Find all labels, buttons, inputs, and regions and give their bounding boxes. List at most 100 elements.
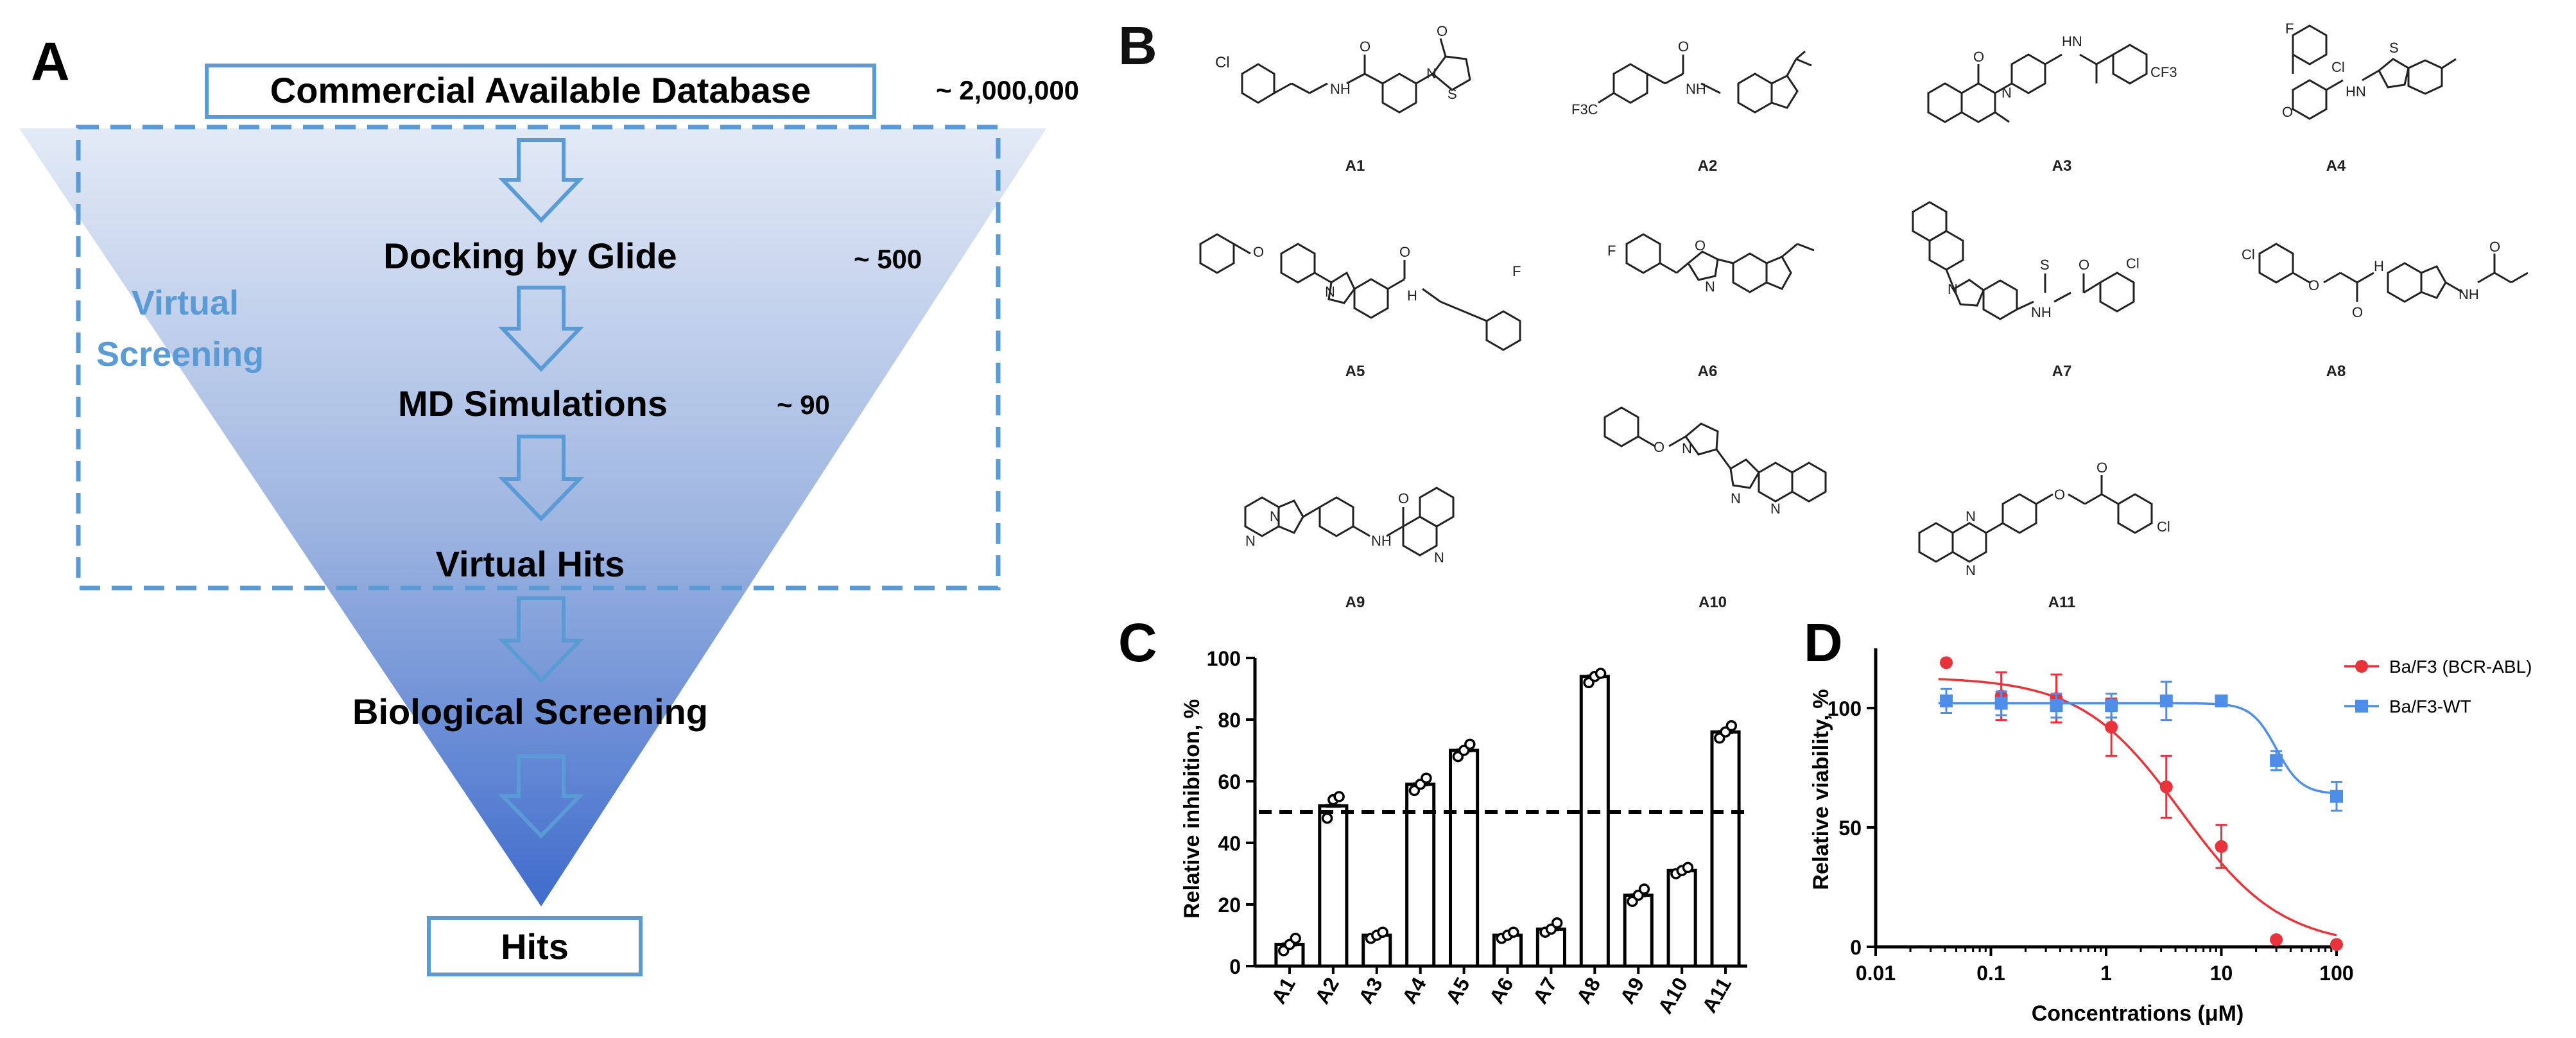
panel-c-ylabel: Relative inhibition, % (1180, 699, 1204, 919)
atom-label: O (1399, 244, 1410, 260)
atom-label: S (2040, 257, 2050, 273)
atom-label: O (1437, 23, 1448, 39)
atom-label: HN (2346, 83, 2366, 99)
atom-label: NH (1686, 81, 1706, 97)
x-tick-label: A9 (1616, 974, 1649, 1008)
database-count: ~ 2,000,000 (936, 75, 1079, 105)
legend-marker (2355, 660, 2368, 673)
panel-d-xlabel: Concentrations (μM) (2032, 1001, 2244, 1026)
atom-label: Cl (2157, 519, 2170, 535)
structure-a5 (1199, 233, 1521, 351)
atom-label: N (1682, 440, 1692, 456)
x-tick-label: 10 (2210, 962, 2233, 985)
atom-label: NH (2459, 286, 2479, 302)
atom-label: Cl (2242, 247, 2255, 263)
atom-label: N (1948, 281, 1958, 297)
x-tick-label: A11 (1697, 974, 1736, 1017)
mol-label-a9: A9 (1345, 594, 1365, 611)
atom-label: O (2489, 239, 2500, 255)
mol-label-a4: A4 (2326, 157, 2346, 175)
x-tick-label: A7 (1528, 974, 1562, 1008)
fit-curve-bcr-abl (1938, 678, 2337, 937)
mol-label-a1: A1 (1345, 157, 1365, 175)
atom-label: O (1678, 39, 1689, 55)
mol-label-a7: A7 (2052, 363, 2072, 380)
funnel-arrows (497, 138, 585, 839)
down-arrow-icon (497, 754, 585, 839)
bar-A8 (1579, 675, 1610, 968)
x-tick-label: A4 (1397, 973, 1431, 1008)
screening-funnel (19, 128, 1046, 906)
atom-label: O (1973, 49, 1984, 65)
data-point-wt (2050, 699, 2063, 713)
x-tick-label: A10 (1654, 974, 1693, 1018)
atom-label: O (1695, 238, 1706, 254)
atom-label: N (1966, 562, 1976, 578)
bar-A10 (1666, 869, 1697, 968)
y-tick-label: 100 (1207, 647, 1241, 670)
replicate-point (1321, 812, 1333, 824)
stage-docking-label: Docking by Glide (383, 236, 677, 276)
atom-label: S (1448, 86, 1457, 102)
mol-label-a2: A2 (1698, 157, 1718, 175)
stage-virtual-hits-label: Virtual Hits (436, 544, 625, 584)
atom-label: F (1512, 263, 1521, 279)
atom-label: N (1325, 284, 1335, 300)
atom-label: N (1426, 65, 1437, 82)
panel-d-ylabel: Relative viability, % (1809, 689, 1833, 890)
structure-a7 (1912, 201, 2135, 320)
atom-label: O (2079, 257, 2089, 273)
panel-c: C Relative inhibition, % 0 20 40 60 80 100 A1 A… (1118, 612, 1747, 1017)
y-tick-label: 50 (1838, 817, 1862, 840)
mol-label-a3: A3 (2052, 157, 2072, 175)
legend-label: Ba/F3 (BCR-ABL) (2389, 657, 2532, 677)
panel-d: D Relative viability, % Concentrations (… (1804, 612, 2532, 1026)
mol-label-a5: A5 (1345, 363, 1365, 380)
atom-label: N (1770, 501, 1781, 517)
x-tick-label: A3 (1354, 974, 1387, 1008)
virtual-screening-label: Virtual (132, 284, 239, 322)
atom-label: N (1270, 508, 1280, 524)
hits-label: Hits (501, 926, 569, 967)
data-point-bcr-abl (1939, 656, 1953, 670)
structure-a1 (1241, 38, 1471, 114)
stage-md-label: MD Simulations (398, 383, 668, 424)
atom-label: O (1253, 244, 1264, 260)
atom-label: O (2282, 104, 2293, 120)
atom-label: Cl (1215, 54, 1230, 71)
atom-label: O (1654, 439, 1664, 455)
mol-label-a8: A8 (2326, 363, 2346, 380)
data-point-wt (2270, 754, 2283, 767)
data-point-bcr-abl (2159, 780, 2173, 793)
atom-label: N (1705, 279, 1715, 295)
y-tick-label: 0 (1229, 955, 1241, 978)
mol-label-a11: A11 (2048, 594, 2076, 611)
panel-b: B Cl NH O S O N A1 (1118, 15, 2528, 611)
y-tick-label: 40 (1218, 832, 1241, 855)
data-point-bcr-abl (2330, 938, 2343, 951)
structure-a3 (1927, 44, 2148, 123)
atom-label: N (1966, 508, 1976, 524)
fit-curve-wt (1938, 702, 2337, 795)
down-arrow-icon (498, 138, 584, 223)
structure-a4 (2292, 24, 2457, 120)
bar-A5 (1449, 748, 1480, 968)
data-point-bcr-abl (2215, 840, 2228, 853)
x-tick-label: 1 (2100, 962, 2112, 985)
legend-label: Ba/F3-WT (2389, 696, 2471, 716)
y-tick-label: 80 (1218, 709, 1241, 732)
replicate-point (1682, 861, 1694, 874)
data-point-bcr-abl (2270, 933, 2283, 946)
data-point-wt (2215, 694, 2228, 707)
atom-label: CF3 (2150, 64, 2177, 80)
panel-d-letter: D (1804, 612, 1843, 673)
mol-label-a6: A6 (1698, 363, 1718, 380)
x-tick-label: 100 (2319, 962, 2353, 985)
panel-c-letter: C (1118, 612, 1157, 673)
atom-label: NH (2031, 304, 2052, 320)
structure-a2 (1598, 50, 1812, 114)
inhibition-bar-chart: 0 20 40 60 80 100 A1 A2 A3 A4 A5 A6 A7 A8 A9 A10 A11 (1207, 647, 1747, 1017)
structure-a8 (2258, 243, 2528, 303)
bar-A2 (1318, 804, 1349, 968)
down-arrow-icon (498, 286, 584, 372)
